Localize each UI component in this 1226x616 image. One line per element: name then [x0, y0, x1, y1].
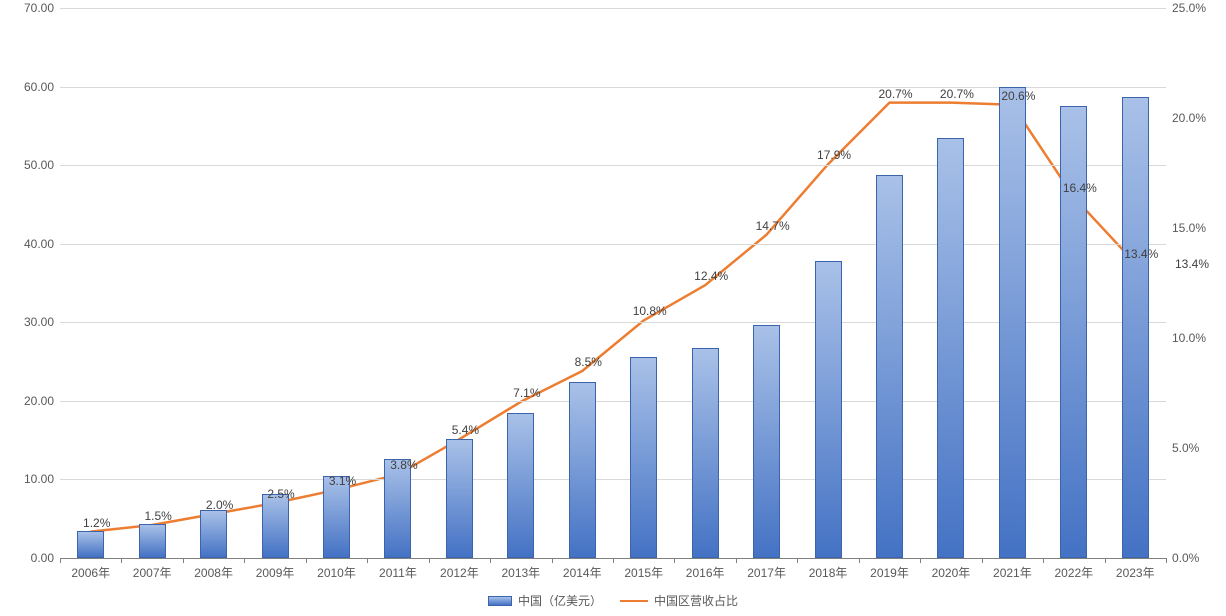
- x-tick: [552, 558, 553, 563]
- bar: [323, 476, 350, 559]
- legend-line-swatch: [620, 600, 648, 602]
- bar: [1060, 106, 1087, 558]
- y-left-tick-label: 50.00: [24, 158, 60, 172]
- line-data-label: 8.5%: [575, 355, 602, 369]
- x-tick: [982, 558, 983, 563]
- bar: [630, 357, 657, 558]
- x-tick-label: 2010年: [317, 564, 356, 581]
- x-tick: [183, 558, 184, 563]
- bar: [569, 382, 596, 558]
- line-data-label: 16.4%: [1063, 181, 1097, 195]
- x-tick: [244, 558, 245, 563]
- x-tick-label: 2011年: [379, 564, 417, 581]
- x-tick: [920, 558, 921, 563]
- x-tick: [490, 558, 491, 563]
- y-left-tick-label: 60.00: [24, 80, 60, 94]
- x-tick-label: 2021年: [993, 564, 1032, 581]
- line-data-label: 1.2%: [83, 516, 110, 530]
- line-data-label: 2.5%: [267, 487, 294, 501]
- y-left-tick-label: 20.00: [24, 394, 60, 408]
- line-data-label: 20.6%: [1001, 89, 1035, 103]
- x-tick: [1166, 558, 1167, 563]
- x-tick: [797, 558, 798, 563]
- y-left-tick-label: 0.00: [31, 551, 60, 565]
- bar: [384, 459, 411, 558]
- x-tick-label: 2009年: [256, 564, 295, 581]
- y-left-tick-label: 40.00: [24, 237, 60, 251]
- x-tick-label: 2014年: [563, 564, 602, 581]
- x-tick: [674, 558, 675, 563]
- x-tick-label: 2023年: [1116, 564, 1155, 581]
- bar: [692, 348, 719, 558]
- y-right-tick-label: 25.0%: [1166, 1, 1206, 15]
- gridline: [60, 8, 1166, 9]
- y-left-tick-label: 30.00: [24, 315, 60, 329]
- x-tick-label: 2006年: [71, 564, 110, 581]
- x-tick: [1105, 558, 1106, 563]
- legend-item-bars: 中国（亿美元）: [488, 592, 602, 609]
- line-data-label: 3.8%: [390, 458, 417, 472]
- x-tick: [367, 558, 368, 563]
- chart-legend: 中国（亿美元） 中国区营收占比: [0, 592, 1226, 609]
- bar: [1122, 97, 1149, 558]
- x-tick-label: 2019年: [870, 564, 909, 581]
- y-left-tick-label: 70.00: [24, 1, 60, 15]
- x-tick: [429, 558, 430, 563]
- x-tick: [121, 558, 122, 563]
- line-final-label: 13.4%: [1175, 257, 1209, 271]
- x-tick-label: 2018年: [809, 564, 848, 581]
- x-tick-label: 2017年: [747, 564, 786, 581]
- y-right-tick-label: 0.0%: [1166, 551, 1199, 565]
- bar: [139, 524, 166, 558]
- line-data-label: 20.7%: [940, 87, 974, 101]
- line-data-label: 17.9%: [817, 148, 851, 162]
- line-data-label: 20.7%: [878, 87, 912, 101]
- line-data-label: 10.8%: [633, 304, 667, 318]
- x-tick-label: 2007年: [133, 564, 172, 581]
- x-tick: [736, 558, 737, 563]
- line-data-label: 5.4%: [452, 423, 479, 437]
- line-data-label: 3.1%: [329, 474, 356, 488]
- y-left-tick-label: 10.00: [24, 472, 60, 486]
- x-tick-label: 2015年: [624, 564, 663, 581]
- bar: [77, 531, 104, 558]
- line-path: [91, 103, 1136, 532]
- y-right-tick-label: 5.0%: [1166, 441, 1199, 455]
- x-tick-label: 2022年: [1054, 564, 1093, 581]
- bar: [999, 87, 1026, 558]
- line-data-label: 13.4%: [1124, 247, 1158, 261]
- bar: [937, 138, 964, 558]
- plot-area: 0.0010.0020.0030.0040.0050.0060.0070.000…: [60, 8, 1166, 558]
- bar: [753, 325, 780, 558]
- bar: [507, 413, 534, 558]
- x-tick-label: 2013年: [501, 564, 540, 581]
- bar: [876, 175, 903, 558]
- revenue-chart: 0.00 10.00 20.00 30.00 40.00 50.00 60.00 70.00 0…: [0, 0, 1226, 616]
- bar: [815, 261, 842, 558]
- legend-line-label: 中国区营收占比: [654, 592, 738, 609]
- x-tick-label: 2012年: [440, 564, 479, 581]
- legend-bar-swatch: [488, 596, 512, 606]
- x-tick: [1043, 558, 1044, 563]
- x-tick: [60, 558, 61, 563]
- bar: [446, 439, 473, 558]
- legend-item-line: 中国区营收占比: [620, 592, 738, 609]
- line-data-label: 2.0%: [206, 498, 233, 512]
- bar: [262, 494, 289, 558]
- x-tick: [306, 558, 307, 563]
- x-tick-label: 2020年: [932, 564, 971, 581]
- y-right-tick-label: 10.0%: [1166, 331, 1206, 345]
- line-data-label: 1.5%: [144, 509, 171, 523]
- x-tick: [613, 558, 614, 563]
- legend-bar-label: 中国（亿美元）: [518, 592, 602, 609]
- bar: [200, 510, 227, 558]
- line-data-label: 7.1%: [513, 386, 540, 400]
- line-data-label: 12.4%: [694, 269, 728, 283]
- x-tick: [859, 558, 860, 563]
- y-right-tick-label: 15.0%: [1166, 221, 1206, 235]
- y-right-tick-label: 20.0%: [1166, 111, 1206, 125]
- x-tick-label: 2016年: [686, 564, 725, 581]
- x-tick-label: 2008年: [194, 564, 233, 581]
- line-data-label: 14.7%: [756, 219, 790, 233]
